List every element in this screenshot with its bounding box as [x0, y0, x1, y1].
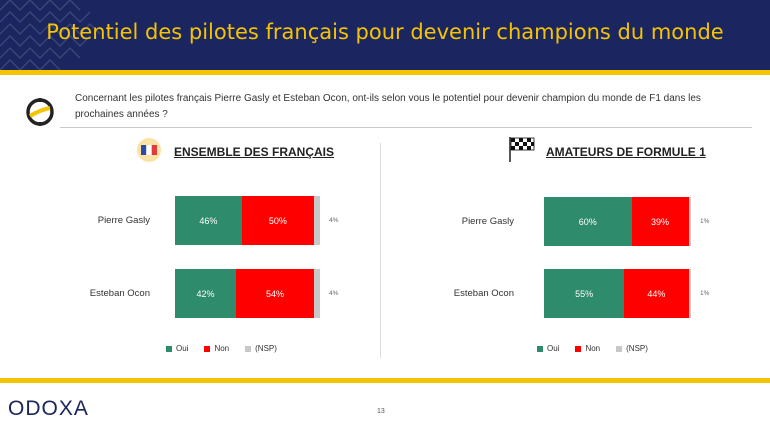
legend-item: Non — [204, 344, 229, 353]
legend-label: Non — [214, 344, 230, 353]
odoxa-question-icon — [26, 98, 54, 126]
legend-item: Oui — [537, 344, 559, 353]
page-title: Potentiel des pilotes français pour deve… — [46, 20, 724, 44]
panel-title-right: AMATEURS DE FORMULE 1 — [546, 145, 706, 159]
legend-label: Non — [585, 344, 601, 353]
bar-segment-nsp — [688, 197, 692, 246]
chart-legend: Oui Non (NSP) — [537, 344, 664, 353]
legend-swatch — [245, 345, 252, 352]
checkered-flag-icon — [509, 137, 535, 162]
bar-segment-non: 44% — [624, 269, 689, 318]
legend-swatch — [616, 345, 623, 352]
legend-label: Oui — [176, 344, 189, 353]
nsp-value-label: 4% — [329, 290, 339, 297]
bar-segment-nsp — [314, 269, 320, 318]
svg-text:ODOXA: ODOXA — [8, 397, 89, 419]
row-label: Esteban Ocon — [89, 288, 150, 299]
legend-swatch — [575, 345, 582, 352]
bar-segment-non: 50% — [241, 196, 315, 245]
bar-segment-oui: 55% — [544, 269, 625, 318]
chart-legend: Oui Non (NSP) — [166, 344, 293, 353]
chevron-pattern-icon — [0, 0, 101, 70]
panel-title-left: ENSEMBLE DES FRANÇAIS — [174, 145, 335, 159]
legend-swatch — [166, 345, 172, 352]
header-banner: Potentiel des pilotes français pour deve… — [0, 0, 770, 70]
bar-segment-non: 39% — [631, 197, 689, 246]
legend-item: (NSP) — [616, 344, 648, 353]
question-divider — [60, 127, 752, 128]
bar-segment-non: 54% — [235, 269, 315, 318]
legend-swatch — [537, 345, 543, 352]
legend-item: (NSP) — [245, 344, 277, 353]
french-flag-icon — [137, 138, 161, 162]
odoxa-logo: ODOXA — [8, 397, 89, 419]
row-label: Pierre Gasly — [97, 215, 150, 226]
nsp-value-label: 4% — [329, 217, 339, 224]
page-number: 13 — [377, 408, 385, 415]
legend-item: Oui — [166, 344, 188, 353]
question-text: Concernant les pilotes français Pierre G… — [75, 93, 701, 120]
nsp-value-label: 1% — [700, 290, 710, 297]
panel-divider — [380, 143, 381, 358]
legend-label: Oui — [547, 344, 560, 353]
footer-stripe — [0, 378, 770, 383]
header-stripe — [0, 70, 770, 75]
legend-item: Non — [575, 344, 600, 353]
legend-swatch — [204, 345, 211, 352]
bar-segment-nsp — [688, 269, 692, 318]
nsp-value-label: 1% — [700, 218, 710, 225]
bar-segment-nsp — [314, 196, 320, 245]
row-label: Esteban Ocon — [453, 288, 514, 299]
bar-segment-oui: 60% — [544, 197, 632, 246]
legend-label: (NSP) — [626, 344, 648, 353]
row-label: Pierre Gasly — [461, 216, 514, 227]
legend-label: (NSP) — [255, 344, 277, 353]
bar-segment-oui: 42% — [175, 269, 236, 318]
bar-segment-oui: 46% — [175, 196, 242, 245]
